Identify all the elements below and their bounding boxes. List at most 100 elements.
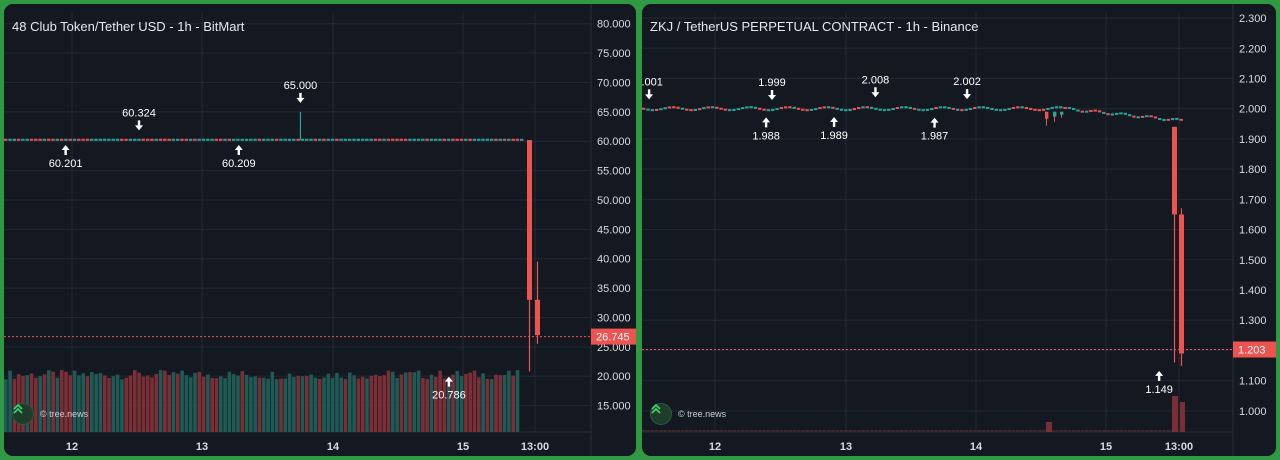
volume-bar bbox=[81, 373, 85, 432]
price-candle bbox=[685, 108, 689, 111]
price-candle bbox=[403, 138, 408, 141]
volume-bar bbox=[874, 430, 878, 432]
price-candle bbox=[1080, 110, 1084, 113]
price-candle bbox=[158, 138, 163, 141]
price-annotation: 2.008 bbox=[862, 74, 890, 86]
volume-bar bbox=[369, 375, 374, 432]
price-candle bbox=[667, 106, 672, 109]
price-candle bbox=[968, 107, 973, 110]
arrow-down-icon bbox=[296, 92, 305, 103]
volume-bar bbox=[94, 374, 98, 432]
price-candle bbox=[882, 109, 887, 112]
price-candle bbox=[1037, 109, 1041, 112]
volume-bar bbox=[515, 370, 520, 432]
volume-bar bbox=[489, 379, 494, 432]
volume-bar bbox=[326, 373, 331, 432]
price-candle bbox=[42, 138, 47, 141]
price-candle bbox=[16, 138, 21, 141]
volume-bar bbox=[1166, 430, 1171, 432]
price-annotation: 60.201 bbox=[49, 158, 83, 170]
price-candle bbox=[270, 138, 274, 141]
crash-candle bbox=[527, 140, 532, 300]
price-candle bbox=[223, 138, 227, 141]
volume-bar bbox=[468, 372, 472, 432]
y-tick-label: 1.100 bbox=[1239, 376, 1267, 388]
volume-bar bbox=[654, 430, 659, 432]
price-candle bbox=[47, 138, 51, 141]
price-candle bbox=[145, 138, 150, 141]
price-candle bbox=[1020, 106, 1024, 109]
volume-bar bbox=[296, 375, 300, 432]
price-candle bbox=[356, 138, 360, 141]
price-candle bbox=[214, 138, 219, 141]
price-candle bbox=[292, 138, 296, 141]
volume-bar bbox=[167, 374, 171, 432]
price-candle bbox=[451, 138, 455, 141]
volume-bar bbox=[51, 371, 55, 432]
price-candle bbox=[180, 138, 184, 141]
price-candle bbox=[934, 107, 938, 110]
price-annotation: 65.000 bbox=[284, 80, 318, 92]
x-tick-label: 12 bbox=[709, 441, 721, 453]
x-tick-label: 12 bbox=[66, 441, 78, 453]
price-candle bbox=[1067, 106, 1072, 109]
volume-bar bbox=[416, 370, 421, 432]
volume-bar bbox=[412, 372, 417, 432]
volume-bar bbox=[732, 430, 736, 432]
price-candle bbox=[421, 138, 425, 141]
volume-bar bbox=[796, 430, 801, 432]
price-candle bbox=[990, 107, 994, 110]
volume-bar bbox=[826, 430, 831, 432]
y-tick-label: 40.000 bbox=[597, 254, 631, 266]
volume-bar bbox=[464, 373, 468, 432]
volume-bar bbox=[697, 430, 702, 432]
price-candle bbox=[416, 138, 421, 141]
price-candle bbox=[94, 138, 98, 141]
price-candle bbox=[167, 138, 171, 141]
volume-bar bbox=[128, 375, 133, 432]
volume-bar bbox=[667, 430, 672, 432]
volume-bar bbox=[72, 370, 77, 432]
volume-bar bbox=[274, 379, 279, 432]
volume-bar bbox=[1158, 430, 1162, 432]
volume-bar bbox=[908, 430, 913, 432]
volume-bar bbox=[511, 375, 515, 432]
arrow-up-icon bbox=[234, 145, 243, 156]
volume-bar bbox=[335, 372, 339, 432]
price-candle bbox=[680, 107, 685, 110]
y-tick-label: 65.000 bbox=[597, 107, 631, 119]
volume-bar bbox=[64, 371, 68, 432]
volume-bar bbox=[1106, 430, 1110, 432]
volume-bar bbox=[973, 430, 977, 432]
arrow-up-icon bbox=[444, 376, 453, 387]
price-candle bbox=[689, 109, 693, 112]
volume-bar bbox=[1029, 430, 1033, 432]
current-price-tag bbox=[591, 328, 636, 345]
volume-bar bbox=[1063, 430, 1067, 432]
price-candle bbox=[938, 106, 943, 109]
volume-bar bbox=[425, 378, 429, 432]
y-tick-label: 1.900 bbox=[1239, 134, 1267, 146]
price-candle bbox=[124, 138, 128, 141]
watermark: © tree.news bbox=[12, 403, 88, 425]
y-tick-label: 20.000 bbox=[597, 371, 631, 383]
current-price-label: 1.203 bbox=[1238, 345, 1266, 357]
price-candle bbox=[64, 138, 68, 141]
volume-bar bbox=[998, 430, 1003, 432]
volume-bar bbox=[434, 376, 438, 432]
price-candle bbox=[120, 138, 124, 141]
volume-bar bbox=[642, 430, 646, 432]
price-candle bbox=[1102, 111, 1106, 114]
price-candle bbox=[809, 108, 814, 111]
volume-bar bbox=[4, 379, 8, 432]
price-candle bbox=[253, 138, 257, 141]
volume-bar bbox=[455, 370, 460, 432]
price-candle bbox=[805, 109, 809, 112]
price-candle bbox=[339, 138, 343, 141]
volume-bar bbox=[85, 376, 90, 432]
volume-bar bbox=[1162, 430, 1166, 432]
price-candle bbox=[90, 138, 94, 141]
volume-bar bbox=[201, 376, 206, 432]
price-candle bbox=[386, 138, 391, 141]
volume-bar bbox=[1172, 396, 1178, 432]
